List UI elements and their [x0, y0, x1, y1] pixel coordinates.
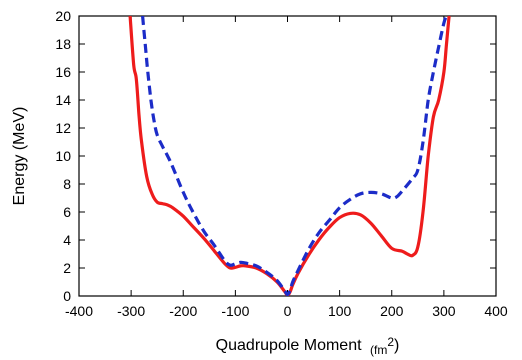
- x-tick-label: -200: [169, 303, 197, 319]
- series-layer: [128, 16, 451, 296]
- y-tick-label: 8: [63, 176, 71, 192]
- y-tick-label: 10: [55, 148, 71, 164]
- x-axis-label-unit: (fm: [370, 343, 387, 357]
- y-tick-label: 14: [55, 92, 71, 108]
- x-axis-label-unit-exp: 2: [387, 335, 394, 349]
- y-axis-ticks: 0 2 4 6 8 10 12 14 16 18 20: [55, 8, 496, 304]
- y-tick-label: 0: [63, 288, 71, 304]
- x-tick-label: 200: [380, 303, 404, 319]
- x-tick-label: -300: [117, 303, 145, 319]
- x-tick-label: 100: [328, 303, 352, 319]
- plot-frame: [78, 15, 497, 297]
- x-tick-label: 0: [284, 303, 292, 319]
- y-tick-label: 20: [55, 8, 71, 24]
- series-line-dashed: [141, 16, 448, 296]
- y-tick-label: 6: [63, 204, 71, 220]
- x-tick-label: -400: [65, 303, 93, 319]
- x-axis-label-unit-close: ): [394, 337, 399, 354]
- y-axis-label: Energy (MeV): [11, 107, 28, 206]
- x-tick-label: -100: [221, 303, 249, 319]
- y-tick-label: 4: [63, 232, 71, 248]
- y-tick-label: 2: [63, 260, 71, 276]
- x-axis-label: Quadrupole Moment (fm2): [216, 335, 400, 357]
- y-tick-label: 12: [55, 120, 71, 136]
- x-axis-label-main: Quadrupole Moment: [216, 337, 362, 354]
- y-tick-label: 16: [55, 64, 71, 80]
- y-tick-label: 18: [55, 36, 71, 52]
- x-axis-ticks: -400 -300 -200 -100 0 100 200 300 400: [65, 16, 508, 319]
- series-line-solid: [128, 16, 451, 296]
- x-tick-label: 300: [432, 303, 456, 319]
- plot-area: [78, 15, 497, 297]
- x-tick-label: 400: [484, 303, 508, 319]
